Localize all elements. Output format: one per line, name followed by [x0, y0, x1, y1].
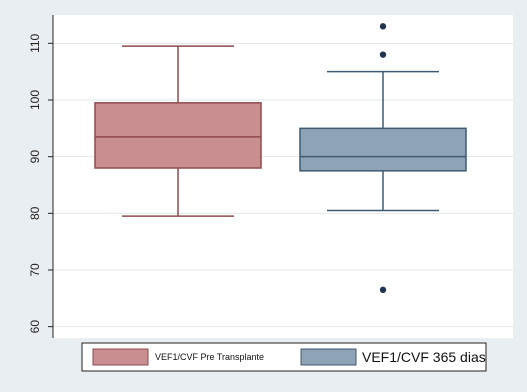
outlier-point	[379, 51, 387, 58]
legend-swatch	[300, 348, 357, 366]
plot-area	[53, 15, 513, 338]
y-tick-label: 90	[28, 150, 42, 164]
y-tick-label: 60	[28, 320, 42, 334]
y-tick-label: 70	[28, 263, 42, 277]
box-iqr	[299, 127, 467, 172]
y-tick-label: 80	[28, 206, 42, 220]
outlier-point	[379, 286, 387, 294]
legend-box	[81, 342, 487, 372]
legend-label: VEF1/CVF 365 dias	[362, 349, 486, 365]
outlier-point	[379, 23, 387, 30]
legend-label: VEF1/CVF Pre Transplante	[155, 352, 264, 362]
legend-swatch	[92, 348, 149, 366]
y-tick-label: 110	[28, 33, 42, 52]
box-iqr	[94, 102, 262, 169]
y-tick-label: 100	[28, 90, 42, 110]
